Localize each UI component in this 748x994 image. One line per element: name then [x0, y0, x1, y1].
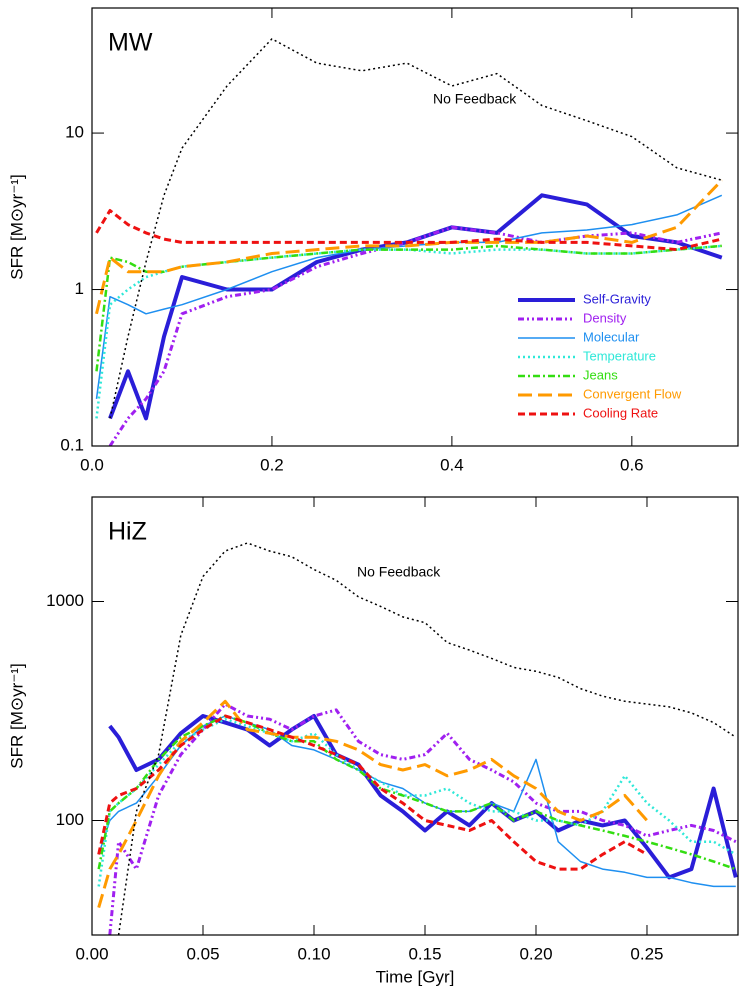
x-tick-label: 0.05 — [186, 944, 219, 963]
legend-label: Molecular — [583, 329, 640, 344]
plot-frame — [91, 496, 739, 936]
legend-entry: Cooling Rate — [518, 405, 658, 420]
series-line — [97, 714, 737, 871]
series-line — [108, 702, 737, 935]
panel: 0.00 0.05 0.10 0.15 0.20 0.25 100 1000 HiZ No Fee… — [7, 496, 739, 986]
x-tick-label: 0.25 — [630, 944, 663, 963]
legend-entry: Convergent Flow — [518, 386, 682, 401]
x-tick-label: 0.15 — [408, 944, 441, 963]
x-tick-label: 0.20 — [519, 944, 552, 963]
y-tick-label: 1 — [75, 279, 84, 298]
series-line — [109, 38, 722, 419]
panel-label: HiZ — [108, 518, 147, 546]
y-tick-label: 100 — [56, 810, 84, 829]
x-tick-label: 0.00 — [75, 944, 108, 963]
y-axis-label: SFR [M⊙yr⁻¹] — [7, 174, 26, 279]
legend-label: Convergent Flow — [583, 386, 682, 401]
plot-lines — [95, 38, 723, 446]
series-line — [95, 244, 722, 372]
legend-label: Self-Gravity — [583, 291, 651, 306]
series-line — [108, 714, 738, 880]
legend-entry: Self-Gravity — [518, 291, 651, 306]
annotation: No Feedback — [433, 91, 517, 107]
x-tick-label: 0.2 — [260, 455, 284, 474]
legend-entry: Jeans — [518, 367, 618, 382]
panel-label: MW — [108, 29, 153, 57]
annotation: No Feedback — [357, 564, 441, 580]
x-axis-label: Time [Gyr] — [376, 967, 455, 986]
legend-label: Jeans — [583, 367, 618, 382]
series-line — [95, 179, 723, 315]
legend-label: Temperature — [583, 348, 656, 363]
y-axis-label: SFR [M⊙yr⁻¹] — [7, 663, 26, 768]
x-tick-label: 0.0 — [80, 455, 104, 474]
y-tick-label: 10 — [65, 123, 84, 142]
legend-entry: Molecular — [518, 329, 640, 344]
series-line — [95, 194, 723, 399]
x-tick-label: 0.10 — [297, 944, 330, 963]
plot-frame — [91, 7, 739, 447]
series-line — [95, 209, 723, 252]
legend-entry: Density — [518, 310, 627, 325]
panel: 0.0 0.2 0.4 0.6 0.1 1 10 MW No Feedback SFR [M⊙yr… — [7, 7, 739, 474]
series-line — [97, 717, 737, 887]
legend-entry: Temperature — [518, 348, 656, 363]
legend-label: Cooling Rate — [583, 405, 658, 420]
series-line — [97, 714, 648, 871]
legend-label: Density — [583, 310, 627, 325]
series-line — [108, 225, 723, 446]
y-tick-label: 0.1 — [60, 435, 84, 454]
x-tick-label: 0.4 — [440, 455, 464, 474]
plot-lines — [97, 542, 738, 935]
y-tick-label: 1000 — [46, 591, 84, 610]
x-tick-label: 0.6 — [620, 455, 644, 474]
